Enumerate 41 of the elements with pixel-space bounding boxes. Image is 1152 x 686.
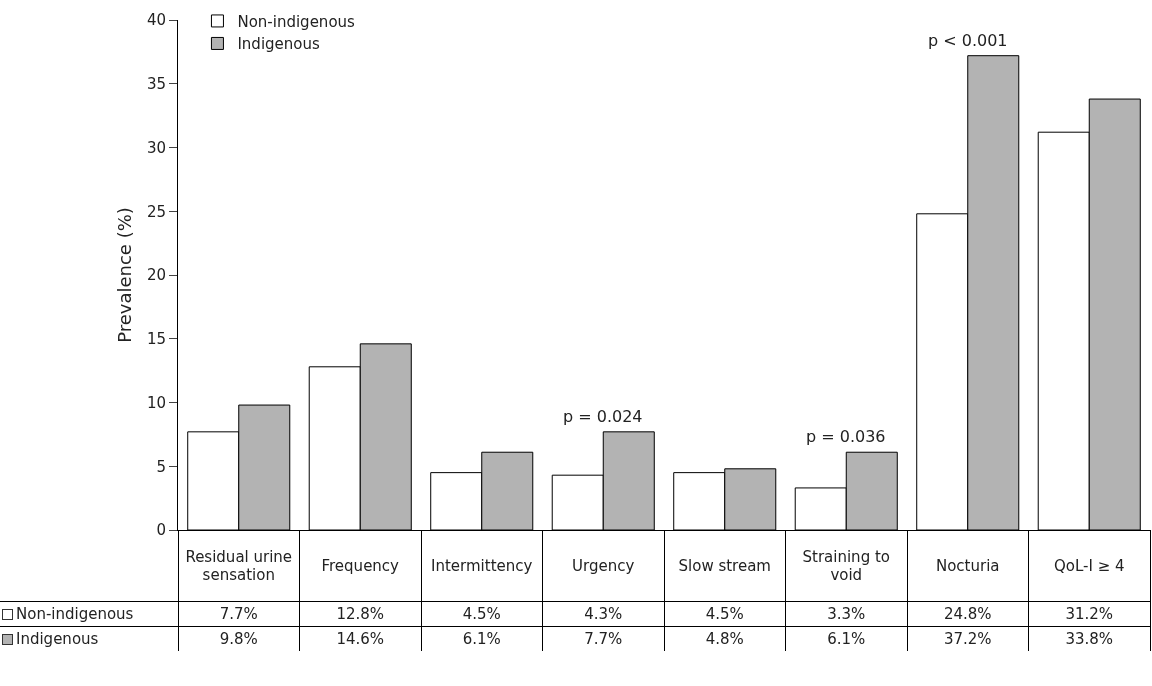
data-label: 9.8%: [178, 626, 300, 651]
y-tick-label: 40: [146, 11, 166, 30]
data-label: 33.8%: [1028, 626, 1150, 651]
x-tick-label: Residual urine sensation: [178, 530, 300, 602]
text: Non-indigenous: [16, 605, 134, 623]
data-label: 37.2%: [907, 626, 1029, 651]
x-tick-label: Straining to void: [785, 530, 907, 602]
data-label: 4.5%: [664, 601, 786, 627]
data-label: 14.6%: [299, 626, 421, 651]
y-tick-label: 25: [146, 202, 166, 221]
x-tick-label: Nocturia: [907, 530, 1029, 602]
y-tick-label: 10: [146, 393, 166, 412]
y-tick-label: 20: [146, 266, 166, 285]
data-label: 24.8%: [907, 601, 1029, 627]
y-axis-title: Prevalence (%): [114, 207, 136, 343]
data-label: 4.3%: [542, 601, 664, 627]
y-tick-label: 0: [156, 521, 166, 540]
annotation: p < 0.001: [928, 31, 1008, 50]
data-label: 12.8%: [299, 601, 421, 627]
data-label: 4.8%: [664, 626, 786, 651]
data-label: 31.2%: [1028, 601, 1150, 627]
annotation: p = 0.024: [563, 407, 643, 426]
text: Indigenous: [16, 630, 99, 648]
data-label: 4.5%: [421, 601, 543, 627]
x-tick-label: Urgency: [542, 530, 664, 602]
data-label: 7.7%: [178, 601, 300, 627]
data-label: 6.1%: [785, 626, 907, 651]
data-label: 7.7%: [542, 626, 664, 651]
data-label: 6.1%: [421, 626, 543, 651]
y-tick-label: 5: [156, 457, 166, 476]
x-tick-label: Frequency: [299, 530, 421, 602]
annotation: p = 0.036: [806, 427, 886, 446]
data-label: 3.3%: [785, 601, 907, 627]
legend-label: Indigenous: [237, 35, 320, 54]
x-tick-label: Slow stream: [664, 530, 786, 602]
y-tick-label: 15: [146, 330, 166, 348]
y-tick-label: 35: [146, 75, 166, 93]
y-tick-label: 30: [146, 138, 166, 157]
x-tick-label: Intermittency: [421, 530, 543, 602]
x-tick-label: QoL-I ≥ 4: [1028, 530, 1150, 602]
legend-label: Non-indigenous: [237, 12, 356, 31]
